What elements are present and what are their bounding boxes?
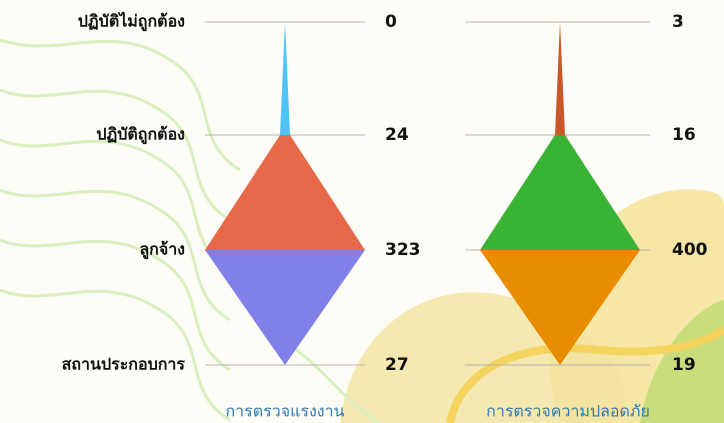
series-title: การตรวจแรงงาน — [225, 402, 344, 421]
value-label: 323 — [385, 240, 421, 260]
value-label: 19 — [672, 355, 696, 375]
series-title: การตรวจความปลอดภัย — [486, 402, 650, 421]
category-label: ปฏิบัติถูกต้อง — [96, 125, 185, 146]
category-label: ปฏิบัติไม่ถูกต้อง — [78, 12, 185, 33]
chart: ปฏิบัติไม่ถูกต้องปฏิบัติถูกต้องลูกจ้างสถ… — [0, 0, 724, 423]
value-label: 16 — [672, 125, 696, 145]
value-label: 24 — [385, 125, 409, 145]
segment — [555, 22, 565, 135]
segment — [205, 135, 365, 250]
segment — [480, 135, 640, 250]
category-label: สถานประกอบการ — [62, 355, 186, 374]
page: {"chart_data": {"type": "diamond", "cate… — [0, 0, 724, 423]
value-label: 0 — [385, 12, 397, 32]
value-label: 3 — [672, 12, 684, 32]
segment — [205, 250, 365, 365]
segment — [280, 22, 290, 135]
category-label: ลูกจ้าง — [139, 240, 185, 261]
value-label: 27 — [385, 355, 409, 375]
value-label: 400 — [672, 240, 708, 260]
